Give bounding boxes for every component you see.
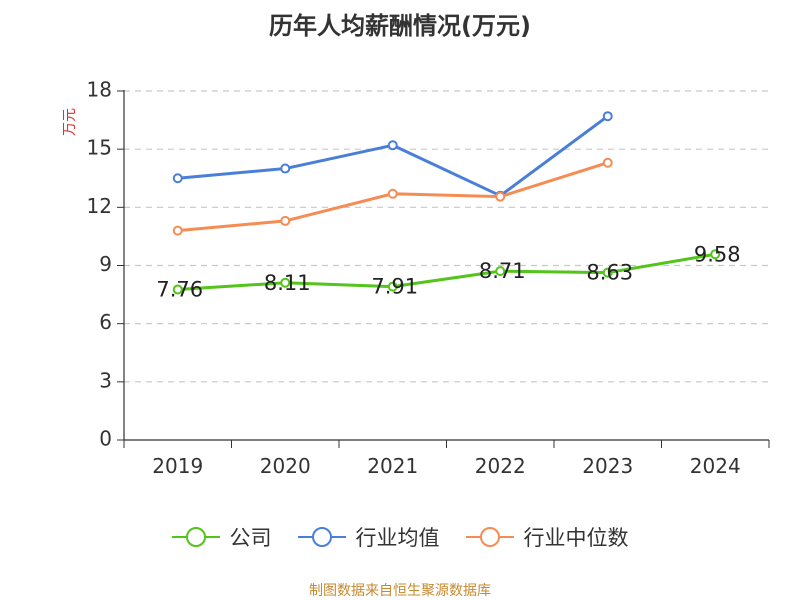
x-tick-label: 2023 bbox=[582, 454, 633, 478]
data-point bbox=[602, 157, 613, 168]
legend-item-industry-median[interactable]: 行业中位数 bbox=[465, 522, 629, 552]
data-point bbox=[602, 111, 613, 122]
data-label: 7.91 bbox=[371, 275, 418, 299]
data-point bbox=[602, 267, 613, 278]
data-point bbox=[280, 215, 291, 226]
legend-label-industry-median: 行业中位数 bbox=[523, 526, 629, 550]
data-point bbox=[280, 163, 291, 174]
data-point bbox=[495, 191, 506, 202]
data-point bbox=[172, 173, 183, 184]
data-point bbox=[280, 277, 291, 288]
chart-title: 历年人均薪酬情况(万元) bbox=[269, 12, 531, 40]
legend-item-company[interactable]: 公司 bbox=[171, 522, 272, 552]
data-point bbox=[710, 249, 721, 260]
data-source: 制图数据来自恒生聚源数据库 bbox=[309, 583, 491, 599]
data-point bbox=[172, 225, 183, 236]
x-tick-label: 2019 bbox=[152, 454, 203, 478]
data-point bbox=[387, 188, 398, 199]
data-point bbox=[387, 140, 398, 151]
x-tick-label: 2020 bbox=[260, 454, 311, 478]
y-tick-label: 18 bbox=[87, 78, 112, 102]
legend-swatch-industry-avg bbox=[297, 527, 346, 547]
y-tick-label: 15 bbox=[87, 136, 112, 160]
legend-swatch-company bbox=[171, 527, 220, 547]
legend: 公司 行业均值 行业中位数 bbox=[0, 522, 800, 552]
legend-label-industry-avg: 行业均值 bbox=[355, 526, 440, 550]
x-tick-label: 2022 bbox=[475, 454, 526, 478]
data-label: 8.11 bbox=[264, 271, 311, 295]
y-tick-label: 0 bbox=[99, 427, 112, 451]
data-label: 9.58 bbox=[694, 242, 741, 266]
series-line-0 bbox=[177, 252, 716, 292]
legend-swatch-industry-median bbox=[465, 527, 514, 547]
legend-item-industry-avg[interactable]: 行业均值 bbox=[297, 522, 440, 552]
x-tick-label: 2024 bbox=[690, 454, 741, 478]
y-tick-label: 9 bbox=[99, 252, 112, 276]
data-label: 8.71 bbox=[479, 259, 526, 283]
data-point bbox=[172, 284, 183, 295]
data-point bbox=[387, 281, 398, 292]
y-tick-label: 12 bbox=[87, 194, 112, 218]
legend-label-company: 公司 bbox=[229, 526, 272, 550]
x-tick-label: 2021 bbox=[367, 454, 418, 478]
y-tick-label: 6 bbox=[99, 310, 112, 334]
y-tick-label: 3 bbox=[99, 368, 112, 392]
y-axis-label: 万元 bbox=[62, 108, 78, 136]
data-point bbox=[495, 266, 506, 277]
data-label: 7.76 bbox=[156, 278, 203, 302]
data-label: 8.63 bbox=[586, 261, 633, 285]
